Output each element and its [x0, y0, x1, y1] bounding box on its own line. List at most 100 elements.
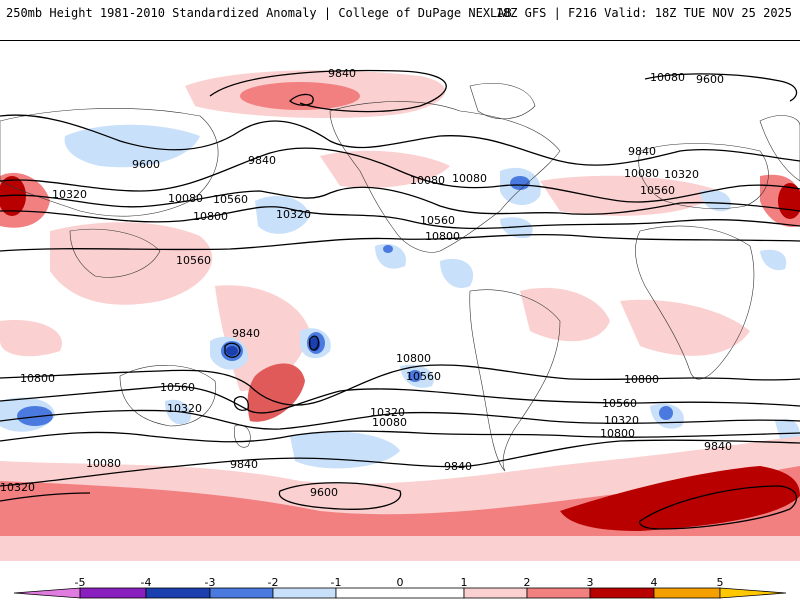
anomaly-gulf-mexico — [375, 243, 406, 269]
coast-asia-east — [759, 115, 800, 182]
contour-label: 10080 — [168, 192, 203, 205]
anomaly-core-eastern-us — [510, 176, 530, 190]
colorbar-tick: -3 — [204, 576, 216, 589]
contour-9840-sh — [0, 439, 800, 487]
contour-label: 9600 — [132, 158, 160, 171]
contour-labels: 9840 9600 9840 10080 10320 9600 10080 10… — [0, 67, 732, 499]
anomaly-indian-ocean — [0, 320, 62, 357]
contour-10800-closed-scp — [224, 342, 241, 358]
colorbar-seg-neg2 — [209, 587, 274, 599]
anomaly-core-north-pacific — [240, 82, 360, 110]
coast-north-america — [329, 101, 561, 253]
contour-label: 10560 — [406, 370, 441, 383]
colorbar-seg-pos3 — [589, 587, 655, 599]
contour-label: 10800 — [193, 210, 228, 223]
colorbar-tick: 4 — [650, 576, 658, 589]
anomaly-east-africa — [760, 249, 787, 271]
colorbar — [13, 587, 787, 599]
model-valid-time: 18Z GFS | F216 Valid: 18Z TUE NOV 25 202… — [495, 6, 792, 20]
colorbar-tick: 1 — [460, 576, 468, 589]
contour-label: 10320 — [664, 168, 699, 181]
coast-africa — [635, 225, 755, 380]
contour-10320-nh — [0, 186, 800, 215]
colorbar-seg-neg1 — [272, 587, 337, 599]
anomaly-north-america — [320, 150, 450, 188]
contour-label: 9840 — [248, 154, 276, 167]
contour-label: 10800 — [396, 352, 431, 365]
colorbar-tick: 0 — [396, 576, 404, 589]
map-title: 250mb Height 1981-2010 Standardized Anom… — [6, 6, 512, 20]
contour-label: 10800 — [20, 372, 55, 385]
contour-label: 9840 — [232, 327, 260, 340]
contour-label: 10320 — [167, 402, 202, 415]
contour-label: 10560 — [213, 193, 248, 206]
anomaly-aleutian — [64, 124, 200, 168]
colorbar-seg-neg5 — [13, 587, 81, 599]
anomaly-far-south-east — [775, 419, 800, 439]
colorbar-tick: -5 — [74, 576, 86, 589]
contour-10800-nh — [0, 233, 800, 252]
contour-label: 10320 — [52, 188, 87, 201]
anomaly-caribbean — [500, 217, 533, 239]
anomaly-core-southern-indian — [17, 406, 53, 426]
anomaly-core-gulf — [383, 245, 393, 253]
contour-10080-nh — [0, 147, 800, 203]
anomaly-east-asia — [50, 222, 213, 305]
coast-europe — [638, 143, 769, 210]
coast-southeast-asia — [69, 228, 161, 278]
contour-label: 9840 — [628, 145, 656, 158]
contour-10080-sh — [0, 430, 800, 443]
coastlines — [0, 83, 800, 472]
contour-10560-nh — [0, 206, 800, 230]
contour-label: 9840 — [444, 460, 472, 473]
anomaly-max-scp — [226, 346, 238, 356]
contour-label: 10080 — [452, 172, 487, 185]
contour-label: 9840 — [230, 458, 258, 471]
contour-label: 9840 — [704, 440, 732, 453]
anomaly-core-spe — [408, 370, 422, 382]
contour-label: 10560 — [176, 254, 211, 267]
anomaly-southern-ocean — [290, 431, 400, 469]
colorbar-seg-pos4 — [653, 587, 721, 599]
anomaly-antarctic-max — [560, 466, 800, 531]
negative-anomaly-shading — [0, 124, 800, 469]
contour-10800-south — [0, 492, 91, 502]
contour-label: 9600 — [310, 486, 338, 499]
contour-label: 10800 — [600, 427, 635, 440]
anomaly-northeast-pacific — [255, 196, 310, 234]
contour-label: 10080 — [650, 71, 685, 84]
contour-label: 10320 — [0, 481, 35, 494]
contour-label: 10560 — [640, 184, 675, 197]
contour-9600-sh-east — [639, 485, 798, 530]
contour-label: 10080 — [86, 457, 121, 470]
contour-label: 10560 — [420, 214, 455, 227]
map-canvas: 9840 9600 9840 10080 10320 9600 10080 10… — [0, 67, 800, 561]
contour-label: 10800 — [425, 230, 460, 243]
contour-10800-closed-mp — [308, 335, 320, 351]
contour-label: 10080 — [624, 167, 659, 180]
anomaly-central-america — [440, 258, 474, 289]
colorbar-segments — [13, 587, 787, 599]
colorbar-seg-pos2 — [526, 587, 591, 599]
contour-10320-sh — [0, 409, 800, 430]
colorbar-seg-pos5 — [719, 587, 787, 599]
colorbar-seg-pos1 — [463, 587, 528, 599]
contour-label: 10560 — [602, 397, 637, 410]
coast-australia — [119, 365, 217, 427]
contour-9840-north-pacific — [209, 69, 447, 113]
anomaly-core-south-pacific — [247, 363, 305, 422]
anomaly-europe-north — [700, 189, 731, 212]
contour-9840-nh — [0, 114, 800, 166]
anomaly-south-indian — [620, 299, 750, 356]
positive-anomaly-shading — [0, 70, 800, 561]
colorbar-seg-neg4 — [79, 587, 147, 599]
contour-label: 9840 — [328, 67, 356, 80]
colorbar-tick: 5 — [716, 576, 724, 589]
contour-9600-sh — [278, 482, 402, 510]
contour-label: 10320 — [276, 208, 311, 221]
coast-new-zealand — [234, 424, 251, 448]
coast-south-america — [469, 289, 561, 472]
contour-label: 10560 — [160, 381, 195, 394]
contour-label: 10320 — [370, 406, 405, 419]
contour-10800-sh — [0, 364, 800, 406]
